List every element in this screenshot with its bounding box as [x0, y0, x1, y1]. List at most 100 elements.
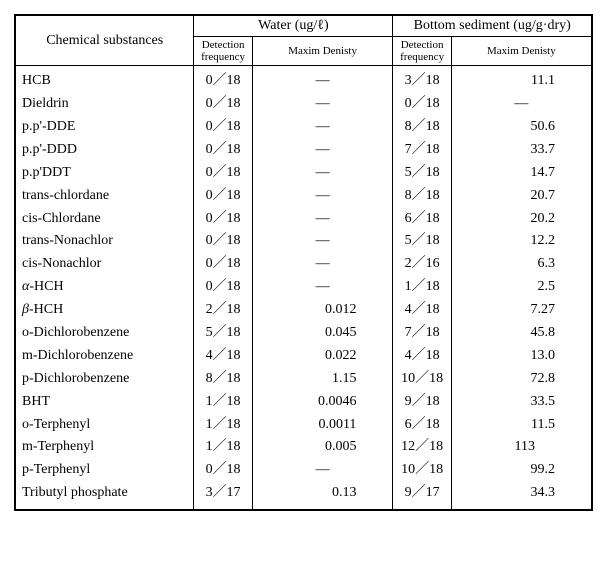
cell-substance: p-Dichlorobenzene [15, 368, 194, 391]
cell-sed-df: 5／18 [393, 230, 451, 253]
hdr-sed-detection: Detection frequency [393, 37, 451, 66]
cell-substance: o-Terphenyl [15, 414, 194, 437]
table-row: m-Dichlorobenzene4／180.0224／1813.0 [15, 345, 592, 368]
cell-substance: α-HCH [15, 276, 194, 299]
cell-water-df: 0／18 [194, 66, 252, 93]
cell-sed-df: 3／18 [393, 66, 451, 93]
cell-sed-df: 2／16 [393, 253, 451, 276]
cell-sed-df: 4／18 [393, 299, 451, 322]
table-row: o-Terphenyl1／180.00116／1811.5 [15, 414, 592, 437]
cell-sed-df: 7／18 [393, 322, 451, 345]
cell-sed-df: 6／18 [393, 208, 451, 231]
hdr-water-maxim: Maxim Denisty [252, 37, 393, 66]
cell-water-df: 5／18 [194, 322, 252, 345]
table-row: Tributyl phosphate3／170.139／1734.3 [15, 482, 592, 510]
cell-sed-md: 13.0 [451, 345, 592, 368]
cell-water-md: — [252, 459, 393, 482]
cell-water-md: — [252, 139, 393, 162]
cell-water-df: 0／18 [194, 116, 252, 139]
cell-water-df: 8／18 [194, 368, 252, 391]
cell-water-df: 1／18 [194, 414, 252, 437]
cell-sed-md: 11.1 [451, 66, 592, 93]
cell-water-df: 0／18 [194, 185, 252, 208]
cell-water-md: 0.012 [252, 299, 393, 322]
cell-sed-md: 99.2 [451, 459, 592, 482]
cell-substance: m-Dichlorobenzene [15, 345, 194, 368]
table-row: m-Terphenyl1／180.00512／18113 [15, 436, 592, 459]
table-row: p.p'-DDD0／18—7／1833.7 [15, 139, 592, 162]
cell-substance: p.p'DDT [15, 162, 194, 185]
cell-sed-md: 14.7 [451, 162, 592, 185]
cell-substance: BHT [15, 391, 194, 414]
cell-water-df: 0／18 [194, 93, 252, 116]
cell-substance: HCB [15, 66, 194, 93]
cell-sed-df: 6／18 [393, 414, 451, 437]
cell-sed-md: 33.5 [451, 391, 592, 414]
cell-substance: m-Terphenyl [15, 436, 194, 459]
table-row: cis-Chlordane0／18—6／1820.2 [15, 208, 592, 231]
cell-sed-df: 10／18 [393, 368, 451, 391]
cell-sed-df: 1／18 [393, 276, 451, 299]
cell-substance: trans-Nonachlor [15, 230, 194, 253]
cell-water-md: — [252, 162, 393, 185]
cell-sed-md: 50.6 [451, 116, 592, 139]
hdr-water-detection: Detection frequency [194, 37, 252, 66]
cell-sed-df: 12／18 [393, 436, 451, 459]
cell-water-df: 2／18 [194, 299, 252, 322]
cell-sed-md: 7.27 [451, 299, 592, 322]
table-row: cis-Nonachlor0／18—2／166.3 [15, 253, 592, 276]
hdr-sed-maxim: Maxim Denisty [451, 37, 592, 66]
cell-water-df: 0／18 [194, 230, 252, 253]
cell-water-md: 0.022 [252, 345, 393, 368]
table-row: p.p'DDT0／18—5／1814.7 [15, 162, 592, 185]
cell-sed-df: 4／18 [393, 345, 451, 368]
cell-sed-md: 6.3 [451, 253, 592, 276]
cell-water-df: 0／18 [194, 162, 252, 185]
cell-sed-md: 2.5 [451, 276, 592, 299]
cell-sed-md: 33.7 [451, 139, 592, 162]
cell-substance: cis-Nonachlor [15, 253, 194, 276]
cell-water-md: — [252, 66, 393, 93]
cell-sed-df: 10／18 [393, 459, 451, 482]
cell-water-df: 3／17 [194, 482, 252, 510]
cell-water-df: 0／18 [194, 139, 252, 162]
cell-water-md: — [252, 276, 393, 299]
table-row: Dieldrin0／18—0／18— [15, 93, 592, 116]
cell-water-md: — [252, 185, 393, 208]
cell-water-df: 0／18 [194, 208, 252, 231]
table-row: BHT1／180.00469／1833.5 [15, 391, 592, 414]
cell-water-df: 1／18 [194, 391, 252, 414]
table-body: HCB0／18—3／1811.1Dieldrin0／18—0／18—p.p'-D… [15, 66, 592, 510]
cell-sed-md: 45.8 [451, 322, 592, 345]
cell-water-md: 0.0046 [252, 391, 393, 414]
cell-substance: Dieldrin [15, 93, 194, 116]
cell-water-md: 0.0011 [252, 414, 393, 437]
cell-sed-df: 8／18 [393, 116, 451, 139]
cell-water-df: 1／18 [194, 436, 252, 459]
cell-water-md: 0.005 [252, 436, 393, 459]
cell-substance: cis-Chlordane [15, 208, 194, 231]
cell-sed-df: 5／18 [393, 162, 451, 185]
cell-sed-df: 9／18 [393, 391, 451, 414]
cell-sed-md: 72.8 [451, 368, 592, 391]
table-row: p.p'-DDE0／18—8／1850.6 [15, 116, 592, 139]
cell-substance: Tributyl phosphate [15, 482, 194, 510]
cell-water-md: 0.13 [252, 482, 393, 510]
cell-sed-md: 113 [451, 436, 592, 459]
hdr-substances: Chemical substances [15, 15, 194, 66]
cell-substance: p.p'-DDD [15, 139, 194, 162]
cell-substance: β-HCH [15, 299, 194, 322]
table-row: HCB0／18—3／1811.1 [15, 66, 592, 93]
cell-water-md: — [252, 116, 393, 139]
cell-sed-md: 20.7 [451, 185, 592, 208]
cell-water-md: 0.045 [252, 322, 393, 345]
cell-water-df: 0／18 [194, 253, 252, 276]
cell-water-df: 0／18 [194, 459, 252, 482]
cell-sed-md: 20.2 [451, 208, 592, 231]
cell-sed-md: 11.5 [451, 414, 592, 437]
cell-water-md: — [252, 253, 393, 276]
hdr-water: Water (ug/ℓ) [194, 15, 393, 37]
cell-sed-df: 7／18 [393, 139, 451, 162]
cell-sed-df: 8／18 [393, 185, 451, 208]
cell-water-md: — [252, 93, 393, 116]
